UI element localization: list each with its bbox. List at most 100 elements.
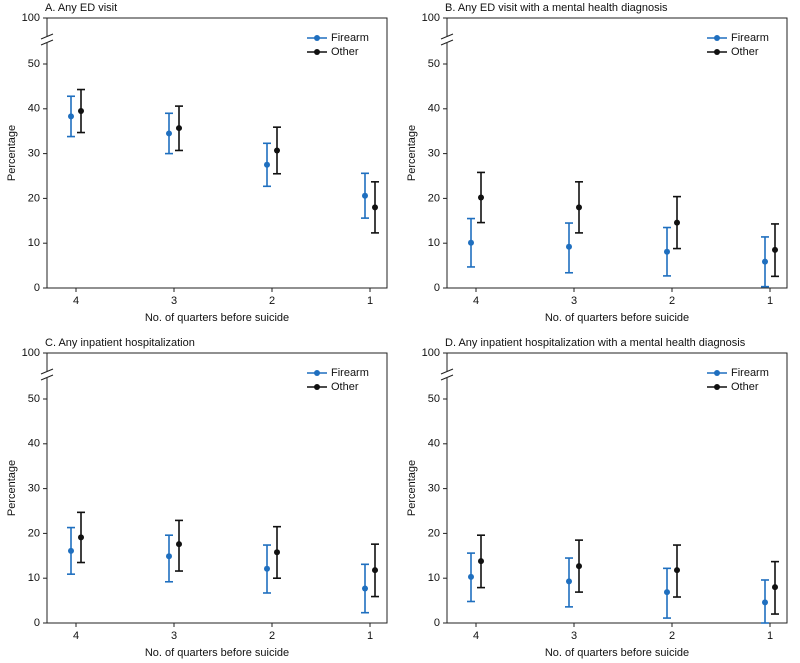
x-tick-label: 2 [269,630,275,642]
point [372,204,378,211]
y-tick-label: 100 [22,12,40,24]
legend-swatch [314,35,320,41]
panel: B. Any ED visit with a mental health dia… [406,2,788,324]
point [362,192,368,199]
point [478,558,484,565]
y-tick-label: 100 [22,347,40,359]
plot-frame [446,17,788,289]
x-tick-label: 3 [571,630,577,642]
y-tick-label: 40 [28,103,40,115]
x-axis-label: No. of quarters before suicide [545,312,689,324]
point [576,563,582,570]
point [68,547,74,554]
y-tick-label: 100 [422,347,440,359]
legend-label: Other [331,46,359,58]
y-tick-label: 30 [428,483,440,495]
x-axis-label: No. of quarters before suicide [545,647,689,659]
plot-frame [46,17,388,289]
point [762,599,768,606]
point [468,239,474,246]
panel: C. Any inpatient hospitalization 0 10 20 30 4… [6,337,388,659]
axis-break-gap [41,372,53,378]
y-axis-label: Percentage [6,125,18,181]
x-tick-label: 1 [367,295,373,307]
axis-break-gap [441,37,453,43]
point [468,573,474,580]
y-tick-label: 30 [428,148,440,160]
point [176,125,182,132]
x-tick-label: 1 [767,630,773,642]
point [478,194,484,201]
axis-break [440,374,454,381]
y-tick-label: 0 [434,617,440,629]
y-tick-label: 30 [28,148,40,160]
legend-label: Other [731,46,759,58]
panel-title: C. Any inpatient hospitalization [45,337,195,349]
point [772,246,778,253]
y-tick-label: 0 [34,282,40,294]
x-axis-label: No. of quarters before suicide [145,647,289,659]
point [372,567,378,574]
point [166,553,172,560]
point [176,541,182,548]
x-tick-label: 2 [669,630,675,642]
point [664,248,670,255]
panel: A. Any ED visit 0 10 20 30 40 50 100 Percentage N… [6,2,388,324]
x-tick-label: 2 [269,295,275,307]
point [674,567,680,574]
legend-swatch [314,49,320,55]
y-tick-label: 10 [428,572,440,584]
legend-label: Other [331,381,359,393]
axis-break [440,39,454,46]
y-axis-label: Percentage [406,460,418,516]
point [78,108,84,115]
axis-break [440,33,454,40]
y-tick-label: 0 [34,617,40,629]
x-tick-label: 1 [767,295,773,307]
point [264,161,270,168]
legend-label: Other [731,381,759,393]
point [762,258,768,265]
y-tick-label: 20 [28,527,40,539]
y-tick-label: 100 [422,12,440,24]
y-tick-label: 40 [28,438,40,450]
y-tick-label: 50 [428,58,440,70]
axis-break [440,368,454,375]
axis-break-gap [441,372,453,378]
legend-label: Firearm [731,32,769,44]
legend-label: Firearm [331,32,369,44]
x-tick-label: 4 [73,295,79,307]
legend-swatch [714,370,720,376]
point [566,578,572,585]
axis-break-gap [41,37,53,43]
axis-break [40,374,54,381]
plot-frame [446,352,788,624]
point [68,113,74,120]
y-tick-label: 40 [428,438,440,450]
x-tick-label: 3 [171,295,177,307]
legend-swatch [714,35,720,41]
y-axis-label: Percentage [406,125,418,181]
y-tick-label: 50 [28,393,40,405]
panel-title: A. Any ED visit [45,2,117,14]
point [274,147,280,154]
y-tick-label: 50 [428,393,440,405]
x-axis-label: No. of quarters before suicide [145,312,289,324]
x-tick-label: 4 [473,295,479,307]
panel: D. Any inpatient hospitalization with a … [406,337,788,659]
x-tick-label: 3 [171,630,177,642]
y-tick-label: 40 [428,103,440,115]
point [264,565,270,572]
point [674,219,680,226]
x-tick-label: 2 [669,295,675,307]
x-tick-label: 4 [473,630,479,642]
point [166,130,172,137]
y-tick-label: 20 [428,527,440,539]
point [566,243,572,250]
legend-swatch [714,384,720,390]
axis-break [40,33,54,40]
legend-swatch [714,49,720,55]
point [664,589,670,596]
y-tick-label: 10 [428,237,440,249]
